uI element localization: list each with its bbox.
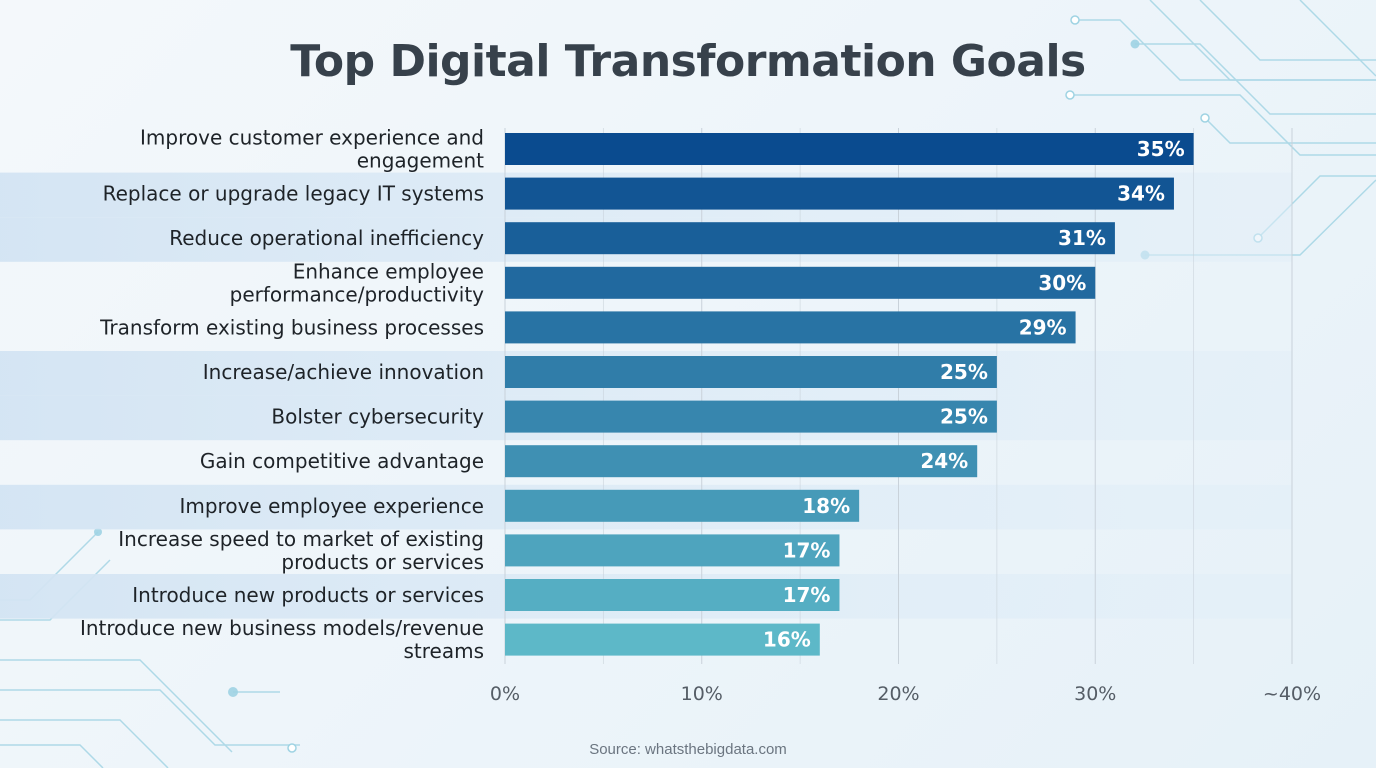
category-label: Introduce new products or services [132,583,484,607]
category-label: Transform existing business processes [99,315,484,339]
category-label: Improve employee experience [179,494,484,518]
bar [505,356,997,388]
bar-value-label: 30% [1038,271,1086,295]
bar-value-label: 16% [763,628,811,652]
x-tick-label: 0% [490,683,520,705]
category-label: Improve customer experience and engagemen… [140,126,484,173]
category-label-line: products or services [281,550,484,574]
category-label: Replace or upgrade legacy IT systems [103,182,484,206]
bar-value-label: 31% [1058,226,1106,250]
category-label: Introduce new business models/revenue str… [80,616,484,663]
bar-chart: Improve customer experience and engagemen… [0,0,1376,768]
bar-value-label: 17% [783,583,831,607]
category-label: Reduce operational inefficiency [169,226,484,250]
bar [505,445,977,477]
category-label-line: Introduce new business models/revenue [80,616,484,640]
x-tick-label: 20% [877,683,919,705]
category-label: Enhance employee performance/productivity [230,259,485,306]
category-label: Bolster cybersecurity [271,405,484,429]
bar-value-label: 18% [802,494,850,518]
bar [505,133,1194,165]
bar [505,401,997,433]
x-tick-label: 10% [681,683,723,705]
category-label-line: streams [403,639,484,663]
bar [505,222,1115,254]
category-label-line: Increase speed to market of existing [118,527,484,551]
category-label: Increase/achieve innovation [203,360,484,384]
chart-title: Top Digital Transformation Goals [0,36,1376,87]
category-label-line: Transform existing business processes [99,315,484,339]
category-label-line: Replace or upgrade legacy IT systems [103,182,484,206]
bar-value-label: 25% [940,405,988,429]
bar-value-label: 34% [1117,182,1165,206]
category-label-line: Improve employee experience [179,494,484,518]
bar [505,311,1076,343]
bar [505,178,1174,210]
bar-value-label: 24% [920,449,968,473]
category-label-line: engagement [357,149,484,173]
x-tick-label: ~40% [1263,683,1321,705]
category-label-line: Increase/achieve innovation [203,360,484,384]
source-note: Source: whatsthebigdata.com [0,741,1376,758]
category-label: Increase speed to market of existing prod… [118,527,484,574]
bar-value-label: 25% [940,360,988,384]
category-label-line: Bolster cybersecurity [271,405,484,429]
bar [505,267,1095,299]
bar-value-label: 17% [783,538,831,562]
x-axis-ticks: 0% 10% 20% 30% ~40% [490,683,1321,705]
bar-value-label: 35% [1137,137,1185,161]
category-label-line: Improve customer experience and [140,126,484,150]
category-label-line: performance/productivity [230,282,485,306]
bar-value-label: 29% [1019,315,1067,339]
category-label-line: Reduce operational inefficiency [169,226,484,250]
x-tick-label: 30% [1074,683,1116,705]
category-label: Gain competitive advantage [200,449,484,473]
category-label-line: Gain competitive advantage [200,449,484,473]
category-label-line: Enhance employee [293,259,484,283]
category-label-line: Introduce new products or services [132,583,484,607]
